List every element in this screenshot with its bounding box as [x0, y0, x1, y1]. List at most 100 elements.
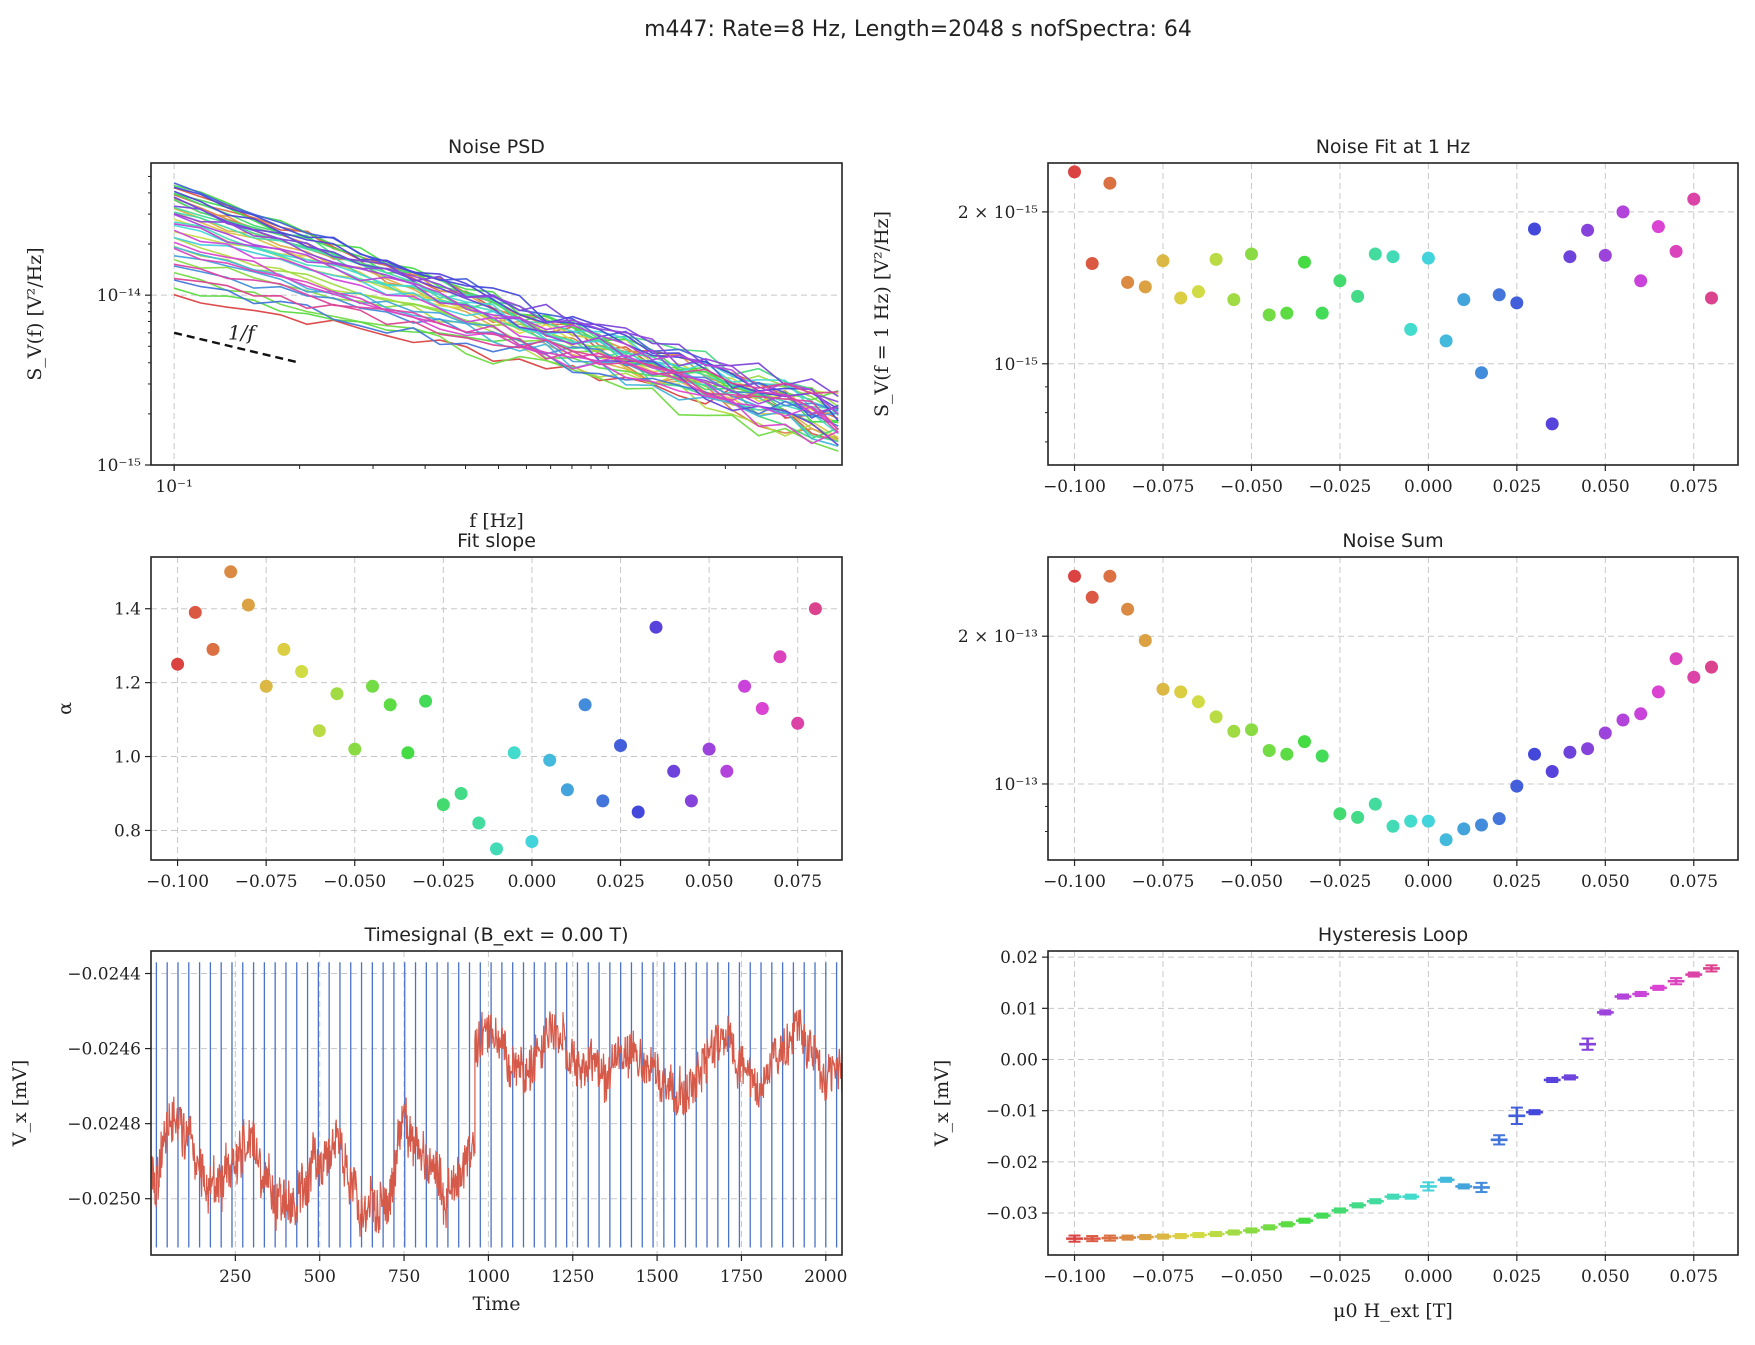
panel-title: Noise PSD	[448, 136, 545, 158]
data-point	[1068, 569, 1081, 583]
y-tick-label: 1.2	[114, 674, 141, 694]
data-point	[1386, 819, 1400, 833]
data-point	[1634, 274, 1648, 288]
data-point	[312, 724, 326, 738]
x-tick-label: −0.025	[1308, 872, 1371, 892]
data-point	[507, 746, 521, 760]
panel-noise-sum: −0.100 −0.075 −0.050 −0.025 0.000 0.025 0.050 0…	[958, 530, 1739, 892]
panel-timesignal: 250 500 750 1000 1250 1500 1750 2000 −0.0244 −0.0…	[9, 924, 847, 1315]
data-point	[1103, 569, 1117, 583]
x-tick-label: 0.025	[1493, 872, 1542, 892]
y-tick-label: 1.4	[114, 600, 141, 620]
data-point	[720, 764, 734, 778]
data-point	[1209, 710, 1223, 724]
psd-series-line	[173, 271, 839, 452]
data-point	[1705, 660, 1718, 674]
data-point	[1351, 289, 1365, 303]
x-tick-label: 500	[303, 1267, 335, 1287]
data-point	[206, 642, 220, 656]
psd-series-line	[173, 212, 839, 403]
x-tick-label: 0.025	[1493, 1267, 1542, 1287]
panel-noise-psd: 1/f 10⁻¹ 10⁻¹⁴ 10⁻¹⁵ Noise PSD S_V(f) [V²/Hz]…	[24, 136, 843, 532]
data-point	[1209, 252, 1223, 266]
data-point	[1333, 274, 1347, 288]
data-point	[436, 798, 450, 812]
data-point	[188, 605, 202, 619]
data-point	[543, 753, 557, 767]
x-tick-label: −0.075	[235, 872, 298, 892]
data-point	[1262, 308, 1276, 322]
data-point	[1085, 257, 1099, 270]
data-point	[1510, 296, 1524, 310]
x-tick-label: 0.025	[596, 872, 645, 892]
data-point	[1598, 248, 1612, 262]
data-point	[1439, 833, 1453, 847]
x-tick-label: 0.075	[1669, 477, 1718, 497]
psd-series-line	[174, 277, 839, 395]
data-point	[1705, 291, 1718, 305]
panel-title: Noise Sum	[1342, 530, 1443, 552]
y-tick-label: 1.0	[114, 748, 141, 768]
y-tick-label: 10⁻¹³	[994, 775, 1038, 795]
data-point	[525, 835, 539, 848]
data-point	[649, 620, 663, 634]
psd-series-line	[173, 279, 839, 427]
psd-series-line	[173, 186, 839, 422]
y-tick-label: −0.03	[986, 1204, 1038, 1224]
x-tick-label: 1750	[720, 1267, 763, 1287]
data-point	[1280, 306, 1294, 320]
x-tick-label: 0.000	[1404, 477, 1453, 497]
data-point	[738, 679, 752, 693]
x-tick-label: 1250	[551, 1267, 594, 1287]
panel-title: Noise Fit at 1 Hz	[1316, 136, 1471, 158]
x-tick-label: 250	[219, 1267, 251, 1287]
panel-hysteresis-loop: −0.100 −0.075 −0.050 −0.025 0.000 0.025 0.050 0…	[931, 924, 1739, 1322]
x-tick-label: 0.075	[1669, 872, 1718, 892]
data-point	[1386, 250, 1400, 264]
data-point	[578, 698, 592, 712]
plot-frame	[150, 556, 843, 861]
data-point	[1475, 818, 1488, 832]
data-point	[684, 794, 698, 808]
data-point	[472, 816, 486, 830]
x-tick-label: 0.050	[1581, 477, 1630, 497]
x-tick-label: 1500	[635, 1267, 678, 1287]
data-point	[1191, 695, 1205, 709]
data-point	[1457, 293, 1471, 307]
psd-series-line	[173, 247, 839, 434]
data-point	[277, 642, 291, 656]
y-axis-label: S_V(f = 1 Hz) [V²/Hz]	[871, 211, 893, 417]
y-axis-label: V_x [mV]	[9, 1060, 31, 1148]
psd-series-line	[173, 223, 839, 415]
data-point	[1298, 255, 1311, 269]
x-tick-label: 0.050	[1581, 872, 1630, 892]
y-tick-label: 2 × 10⁻¹³	[958, 627, 1038, 647]
data-point	[1085, 590, 1099, 604]
y-tick-label: −0.0250	[67, 1190, 141, 1210]
x-tick-label: −0.100	[1043, 872, 1106, 892]
data-point	[1669, 244, 1683, 258]
data-point	[1368, 247, 1382, 261]
x-axis-label: Time	[472, 1293, 520, 1315]
x-axis-label: μ0 H_ext [T]	[1333, 1300, 1453, 1322]
data-point	[1262, 744, 1276, 757]
figure-title: m447: Rate=8 Hz, Length=2048 s nofSpectr…	[644, 17, 1192, 42]
x-tick-label: −0.100	[1043, 477, 1106, 497]
data-point	[1439, 334, 1453, 348]
data-point	[1121, 275, 1135, 289]
data-point	[383, 698, 397, 712]
x-tick-label: −0.025	[1308, 1267, 1371, 1287]
x-tick-label: 0.050	[1581, 1267, 1630, 1287]
x-tick-label: −0.025	[1308, 477, 1371, 497]
x-tick-label: 2000	[804, 1267, 847, 1287]
y-tick-label: 10⁻¹⁵	[97, 456, 141, 476]
x-tick-label: −0.100	[146, 872, 209, 892]
data-point	[1245, 723, 1258, 737]
plot-frame	[1047, 162, 1739, 466]
x-tick-label: 10⁻¹	[155, 477, 192, 497]
data-point	[596, 794, 610, 808]
x-tick-label: 0.025	[1493, 477, 1542, 497]
data-point	[1492, 288, 1506, 302]
data-point	[1368, 797, 1382, 811]
y-tick-label: −0.02	[986, 1153, 1038, 1173]
